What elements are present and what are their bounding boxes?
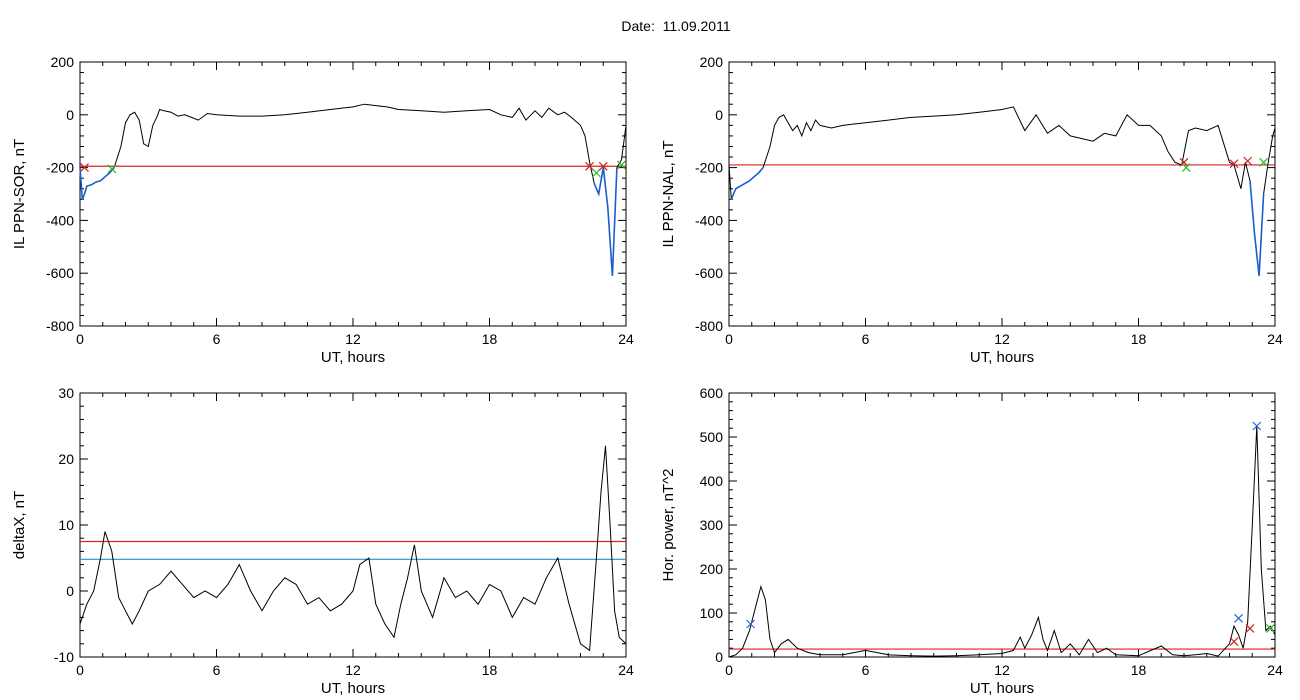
y-tick-label: 20 [58, 451, 74, 467]
marker-red [1243, 156, 1253, 166]
y-tick-label: -600 [695, 265, 723, 281]
y-tick-label: -800 [695, 318, 723, 334]
y-tick-label: -400 [695, 212, 723, 228]
x-tick-label: 6 [213, 331, 221, 347]
x-tick-label: 18 [1131, 331, 1147, 347]
y-tick-label: 100 [700, 605, 724, 621]
plot-frame [728, 392, 1276, 658]
y-tick-label: -200 [695, 160, 723, 176]
y-tick-label: 300 [700, 517, 724, 533]
y-tick-label: 200 [51, 54, 75, 70]
marker-red [1179, 157, 1189, 167]
y-tick-label: -400 [46, 212, 74, 228]
x-tick-label: 6 [213, 662, 221, 678]
x-tick-label: 24 [618, 331, 634, 347]
series-line [728, 425, 1276, 658]
x-tick-label: 0 [725, 331, 733, 347]
y-tick-label: 10 [58, 517, 74, 533]
y-axis-title: deltaX, nT [11, 491, 28, 559]
y-tick-label: 200 [700, 561, 724, 577]
x-tick-label: 6 [862, 662, 870, 678]
marker-blue [1234, 613, 1244, 623]
marker-blue [746, 619, 756, 629]
marker-red [1229, 159, 1239, 169]
x-tick-label: 12 [994, 662, 1010, 678]
marker-green [1266, 623, 1275, 633]
x-tick-label: 18 [1131, 662, 1147, 678]
y-tick-label: 200 [700, 54, 724, 70]
y-axis-title: Hor. power, nT^2 [660, 469, 677, 582]
x-axis-title: UT, hours [970, 680, 1034, 697]
y-tick-label: -600 [46, 265, 74, 281]
x-tick-label: 12 [994, 331, 1010, 347]
x-tick-label: 6 [862, 331, 870, 347]
x-axis-title: UT, hours [970, 349, 1034, 366]
y-tick-label: 0 [715, 107, 723, 123]
x-tick-label: 24 [1267, 662, 1283, 678]
x-tick-label: 24 [618, 662, 634, 678]
below-threshold-segment [1249, 180, 1265, 276]
x-tick-label: 18 [482, 331, 498, 347]
x-tick-label: 12 [345, 331, 361, 347]
plot-frame [79, 61, 627, 327]
plot-frame [728, 61, 1276, 327]
marker-green [1181, 163, 1191, 173]
marker-red [585, 161, 595, 171]
below-threshold-segment [593, 167, 618, 276]
y-tick-label: 0 [66, 107, 74, 123]
x-axis-title: UT, hours [321, 349, 385, 366]
y-tick-label: 500 [700, 429, 724, 445]
x-tick-label: 12 [345, 662, 361, 678]
plot-panel-2: 0 6 12 18 24 -800 -600 -400 -200 0 200 UT, hours IL … [660, 54, 1283, 366]
series-line [79, 445, 627, 652]
marker-green [592, 168, 601, 178]
series-line [79, 103, 627, 276]
x-tick-label: 18 [482, 662, 498, 678]
plot-panel-1: 0 6 12 18 24 -800 -600 -400 -200 0 200 UT, hours IL … [11, 54, 634, 366]
page-title: Date: 11.09.2011 [621, 18, 731, 34]
y-axis-title: IL PPN-NAL, nT [660, 141, 677, 248]
y-tick-label: 30 [58, 385, 74, 401]
x-tick-label: 0 [76, 331, 84, 347]
marker-red [1245, 623, 1255, 633]
x-axis-title: UT, hours [321, 680, 385, 697]
marker-green [1259, 157, 1269, 167]
below-threshold-segment [79, 167, 115, 200]
x-tick-label: 0 [76, 662, 84, 678]
y-tick-label: 400 [700, 473, 724, 489]
marker-blue [1252, 421, 1262, 431]
marker-green [617, 160, 626, 170]
marker-green [107, 164, 117, 174]
y-axis-title: IL PPN-SOR, nT [11, 139, 28, 249]
plot-frame [79, 392, 627, 658]
series-line [728, 106, 1276, 276]
x-tick-label: 24 [1267, 331, 1283, 347]
y-tick-label: -200 [46, 160, 74, 176]
y-tick-label: 600 [700, 385, 724, 401]
marker-red [1229, 637, 1239, 647]
y-tick-label: 0 [715, 649, 723, 665]
x-tick-label: 0 [725, 662, 733, 678]
below-threshold-segment [730, 167, 764, 200]
plot-panel-4: 0 6 12 18 24 0 100 200 300 400 500 600 UT, hours Hor.… [660, 385, 1283, 697]
y-tick-label: -10 [54, 649, 74, 665]
marker-red [80, 163, 89, 173]
y-tick-label: 0 [66, 583, 74, 599]
marker-red [598, 161, 608, 171]
y-tick-label: -800 [46, 318, 74, 334]
